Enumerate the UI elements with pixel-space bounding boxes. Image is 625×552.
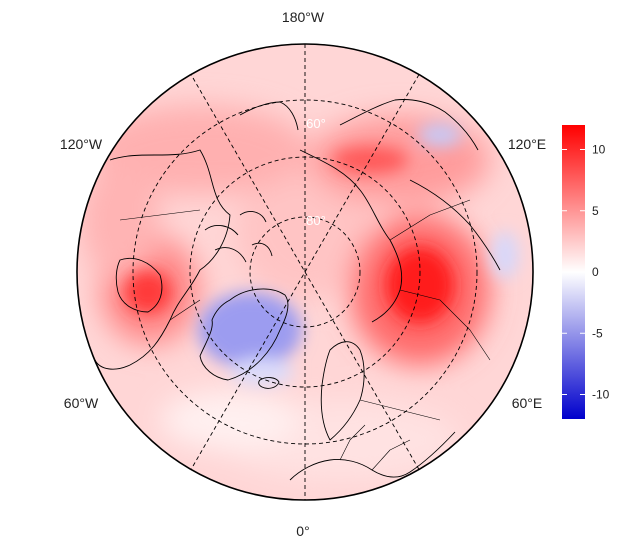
latitude-circle-60 xyxy=(132,99,478,445)
meridian-60e-120w xyxy=(190,74,420,470)
siberia-coast xyxy=(339,99,479,151)
colorbar-gradient xyxy=(562,125,585,419)
map-boundary xyxy=(76,43,534,501)
longitude-label-120e: 120°E xyxy=(508,136,546,152)
colorbar-tick-marks xyxy=(562,149,585,395)
colorbar-tick-label: 5 xyxy=(592,204,599,218)
longitude-label-180w: 180°W xyxy=(282,9,325,25)
country-borders xyxy=(119,199,491,471)
longitude-label-60w: 60°W xyxy=(64,395,99,411)
latitude-label-80: 80° xyxy=(306,213,326,228)
colorbar-tick-label: -10 xyxy=(592,388,610,402)
coastlines xyxy=(94,99,501,481)
hudson-bay xyxy=(115,257,163,313)
colorbar: 10 5 0 -5 -10 xyxy=(562,125,610,419)
eurasia-north-coast xyxy=(299,149,501,323)
iceland-outline xyxy=(258,377,280,389)
latitude-label-60: 60° xyxy=(306,116,326,131)
colorbar-tick-label: 0 xyxy=(592,265,599,279)
longitude-label-120w: 120°W xyxy=(60,136,103,152)
colorbar-tick-label: 10 xyxy=(592,143,606,157)
greenland-outline xyxy=(199,288,289,381)
colorbar-tick-label: -5 xyxy=(592,326,603,340)
north-america-coast xyxy=(94,149,231,370)
canadian-archipelago xyxy=(204,211,273,263)
meridian-120e-60w xyxy=(190,74,420,470)
longitude-label-0: 0° xyxy=(296,523,309,539)
longitude-label-60e: 60°E xyxy=(512,395,543,411)
scandinavia xyxy=(320,341,365,441)
anomaly-field xyxy=(77,44,533,500)
